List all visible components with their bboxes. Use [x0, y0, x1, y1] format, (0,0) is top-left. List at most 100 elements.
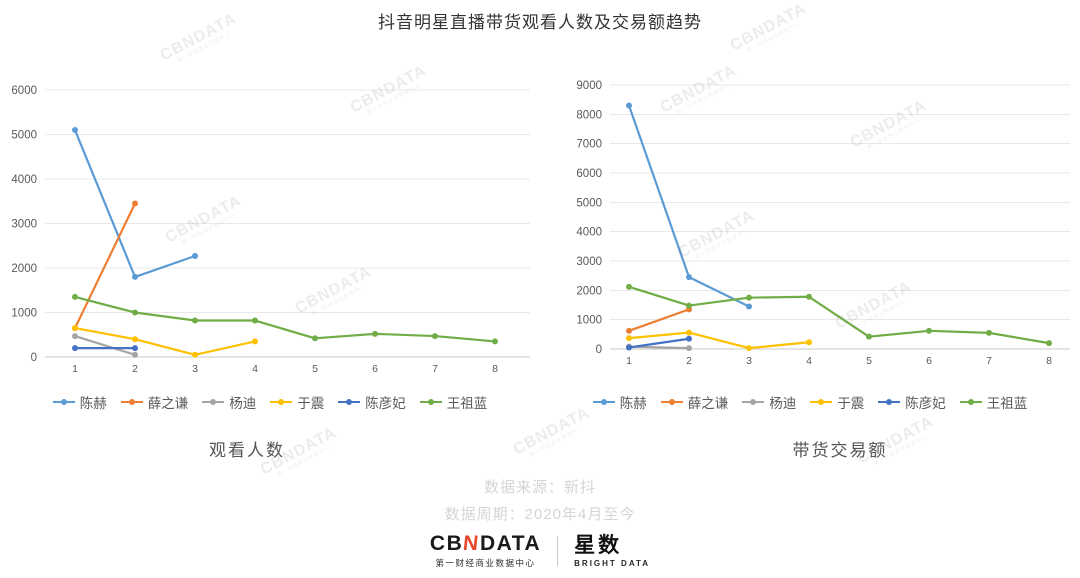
- y-axis-tick-label: 5000: [576, 197, 602, 209]
- x-axis-tick-label: 7: [986, 355, 992, 367]
- legend-label: 杨迪: [229, 396, 257, 411]
- legend-marker-icon: [270, 398, 293, 406]
- y-axis-tick-label: 0: [31, 352, 37, 364]
- legend-marker-icon: [660, 398, 683, 406]
- legend-label: 陈彦妃: [905, 396, 946, 411]
- data-source-text: 数据来源：新抖: [483, 479, 596, 496]
- bright-data-subtitle: BRIGHT DATA: [574, 558, 651, 568]
- series-line-3: [627, 331, 811, 350]
- y-axis-tick-label: 3000: [11, 219, 37, 231]
- data-point-marker: [72, 127, 78, 134]
- x-axis-tick-label: 5: [312, 363, 318, 375]
- data-point-marker: [1046, 340, 1052, 347]
- legend-label: 陈赫: [619, 396, 647, 411]
- legend-item-4: 陈彦妃: [338, 392, 406, 412]
- series-line-3: [73, 326, 257, 356]
- cbndata-watermark: CBNDATA 第一财经商业数据中心: [510, 404, 593, 459]
- data-point-marker: [252, 317, 258, 324]
- cbndata-orange-n: N: [462, 532, 482, 555]
- legend-item-3: 于震: [270, 392, 324, 412]
- legend-label: 于震: [297, 396, 325, 411]
- legend-item-3: 于震: [810, 392, 864, 412]
- y-axis-tick-label: 4000: [11, 174, 37, 186]
- bright-data-logo: 星数 BRIGHT DATA: [574, 533, 651, 568]
- legend-marker-icon: [120, 398, 143, 406]
- x-axis-tick-label: 1: [626, 355, 632, 367]
- y-axis-tick-label: 6000: [11, 85, 37, 97]
- legend-label: 薛之谦: [687, 396, 729, 411]
- cbndata-subtitle: 第一财经商业数据中心: [435, 558, 536, 568]
- series-line-5: [627, 285, 1051, 345]
- y-axis-tick-label: 4000: [576, 227, 602, 239]
- series-line-1: [627, 308, 691, 332]
- y-axis-tick-label: 6000: [576, 168, 602, 180]
- series-line-5: [73, 295, 497, 343]
- transactions-chart-legend: 陈赫 薛之谦 杨迪 于震 陈彦妃 王祖蓝: [540, 392, 1080, 412]
- legend-label: 王祖蓝: [446, 396, 488, 411]
- series-line-1: [73, 202, 137, 330]
- data-point-marker: [806, 339, 812, 346]
- legend-item-2: 杨迪: [202, 392, 256, 412]
- series-line-4: [627, 337, 691, 349]
- legend-marker-icon: [202, 398, 225, 406]
- data-point-marker: [492, 338, 498, 345]
- legend-marker-icon: [52, 398, 75, 406]
- transactions-chart-subtitle: 带货交易额: [792, 441, 888, 460]
- legend-marker-icon: [592, 398, 615, 406]
- x-axis-tick-label: 1: [72, 363, 78, 375]
- data-point-marker: [72, 345, 78, 352]
- data-point-marker: [312, 335, 318, 342]
- viewers-line-chart: 0 1000 2000 3000 4000 5000 6000 1 2 3 4 5 6 7 8: [11, 85, 530, 375]
- x-axis-tick-label: 6: [926, 355, 932, 367]
- data-point-marker: [866, 333, 872, 340]
- x-axis-tick-label: 8: [1046, 355, 1052, 367]
- legend-item-1: 薛之谦: [120, 392, 188, 412]
- data-point-marker: [746, 345, 752, 352]
- legend-label: 于震: [837, 396, 865, 411]
- cbndata-wordmark: CBNDATA: [429, 532, 542, 555]
- data-point-marker: [132, 309, 138, 316]
- y-axis-tick-label: 2000: [576, 285, 602, 297]
- cbndata-logo: CBNDATA 第一财经商业数据中心: [429, 532, 542, 569]
- y-axis-tick-label: 0: [596, 344, 602, 356]
- data-point-marker: [686, 345, 692, 352]
- legend-item-2: 杨迪: [742, 392, 796, 412]
- legend-item-5: 王祖蓝: [959, 392, 1028, 412]
- x-axis-tick-label: 8: [492, 363, 498, 375]
- data-point-marker: [432, 333, 438, 340]
- legend-marker-icon: [959, 398, 982, 406]
- data-point-marker: [686, 274, 692, 281]
- data-point-marker: [746, 303, 752, 310]
- y-axis-tick-label: 9000: [576, 80, 602, 92]
- legend-label: 陈彦妃: [365, 396, 406, 411]
- data-point-marker: [926, 327, 932, 334]
- transactions-line-chart: 0 1000 2000 3000 4000 5000 6000 7000 8000 9000 1 2 3…: [576, 80, 1070, 367]
- x-axis-tick-label: 4: [252, 363, 258, 375]
- x-axis-tick-label: 2: [132, 363, 138, 375]
- data-point-marker: [686, 302, 692, 309]
- footer-logos: CBNDATA 第一财经商业数据中心 星数 BRIGHT DATA: [0, 532, 1080, 569]
- legend-marker-icon: [338, 398, 361, 406]
- data-point-marker: [626, 335, 632, 342]
- data-point-marker: [132, 336, 138, 343]
- data-point-marker: [192, 252, 198, 259]
- legend-item-5: 王祖蓝: [419, 392, 488, 412]
- viewers-chart-legend: 陈赫 薛之谦 杨迪 于震 陈彦妃 王祖蓝: [0, 392, 540, 412]
- y-axis-tick-label: 7000: [576, 139, 602, 151]
- x-axis-tick-label: 2: [686, 355, 692, 367]
- legend-label: 杨迪: [769, 396, 797, 411]
- data-point-marker: [132, 351, 138, 358]
- legend-label: 王祖蓝: [986, 396, 1028, 411]
- x-axis-tick-label: 7: [432, 363, 438, 375]
- data-point-marker: [806, 293, 812, 300]
- data-point-marker: [72, 293, 78, 300]
- bright-data-wordmark: 星数: [574, 533, 623, 557]
- data-point-marker: [626, 344, 632, 351]
- data-point-marker: [72, 333, 78, 340]
- legend-item-1: 薛之谦: [660, 392, 729, 412]
- data-point-marker: [372, 330, 378, 337]
- data-period-text: 数据周期：2020年4月至今: [444, 506, 636, 523]
- legend-label: 陈赫: [79, 396, 107, 411]
- x-axis-tick-label: 3: [192, 363, 198, 375]
